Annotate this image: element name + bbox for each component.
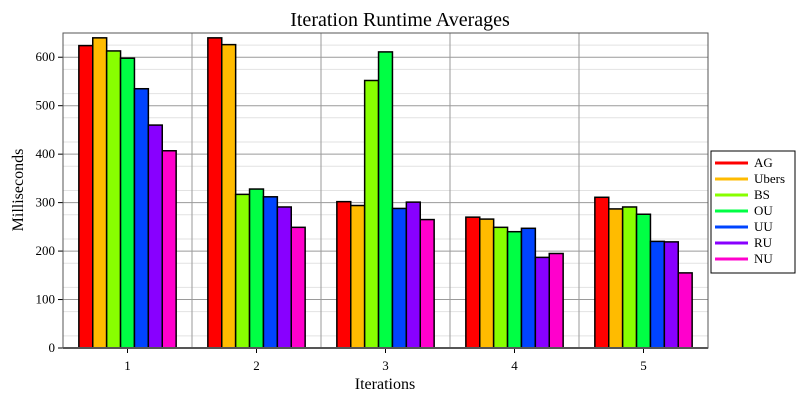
legend-label-bs: BS [754,187,770,202]
x-tick-label: 4 [511,358,518,373]
bar-ag-3 [336,200,352,349]
x-tick-label: 2 [253,358,260,373]
bar-bs-3 [363,79,380,349]
x-tick-label: 1 [124,358,131,373]
axes: 0 100 200 300 400 500 600 1 2 3 4 5 [36,32,709,373]
bar-ru-5 [663,241,679,349]
bar-ou-5 [635,213,652,349]
bar-ru-1 [147,124,164,349]
bar-uu-3 [391,207,408,349]
bar-bs-2 [234,193,251,349]
legend-label-ru: RU [754,235,773,250]
bar-bs-4 [492,226,509,349]
bar-ubers-1 [92,37,108,349]
bar-ag-2 [207,37,223,349]
bar-uu-5 [649,240,666,349]
legend-label-ubers: Ubers [754,171,785,186]
bars [78,37,693,349]
bar-ru-3 [405,201,422,349]
y-tick-label: 500 [36,98,56,113]
bar-ag-1 [78,44,94,349]
bar-ou-4 [506,230,523,349]
bar-ou-1 [119,57,136,349]
legend-label-nu: NU [754,251,773,266]
chart-title: Iteration Runtime Averages [290,9,510,31]
y-tick-label: 0 [49,340,56,355]
bar-uu-4 [520,227,537,349]
y-tick-label: 200 [36,243,56,258]
x-tick-label: 5 [640,358,647,373]
y-axis-label: Milliseconds [10,149,27,232]
bar-ag-4 [465,216,481,349]
bar-ou-3 [377,51,394,349]
x-axis-label: Iterations [355,376,415,393]
bar-ag-5 [594,196,610,349]
y-tick-label: 300 [36,195,56,210]
bar-bs-5 [621,206,638,349]
y-tick-label: 400 [36,146,56,161]
x-tick-label: 3 [382,358,389,373]
legend-label-uu: UU [754,219,773,234]
bar-ubers-2 [221,43,237,349]
bar-ubers-5 [608,208,624,349]
bar-nu-2 [290,226,306,349]
bar-uu-2 [262,196,279,349]
bar-nu-1 [161,150,177,349]
bar-bs-1 [105,50,122,349]
legend-label-ou: OU [754,203,773,218]
bar-nu-3 [419,218,435,349]
y-tick-label: 600 [36,49,56,64]
legend-label-ag: AG [754,155,773,170]
bar-nu-5 [677,272,693,349]
bar-ou-2 [248,188,265,349]
bar-ru-2 [276,206,293,349]
bar-nu-4 [548,252,564,349]
bar-ubers-3 [350,204,366,349]
bar-ubers-4 [479,218,495,349]
y-tick-label: 100 [36,292,56,307]
bar-uu-1 [133,87,150,349]
bar-ru-4 [534,256,550,349]
